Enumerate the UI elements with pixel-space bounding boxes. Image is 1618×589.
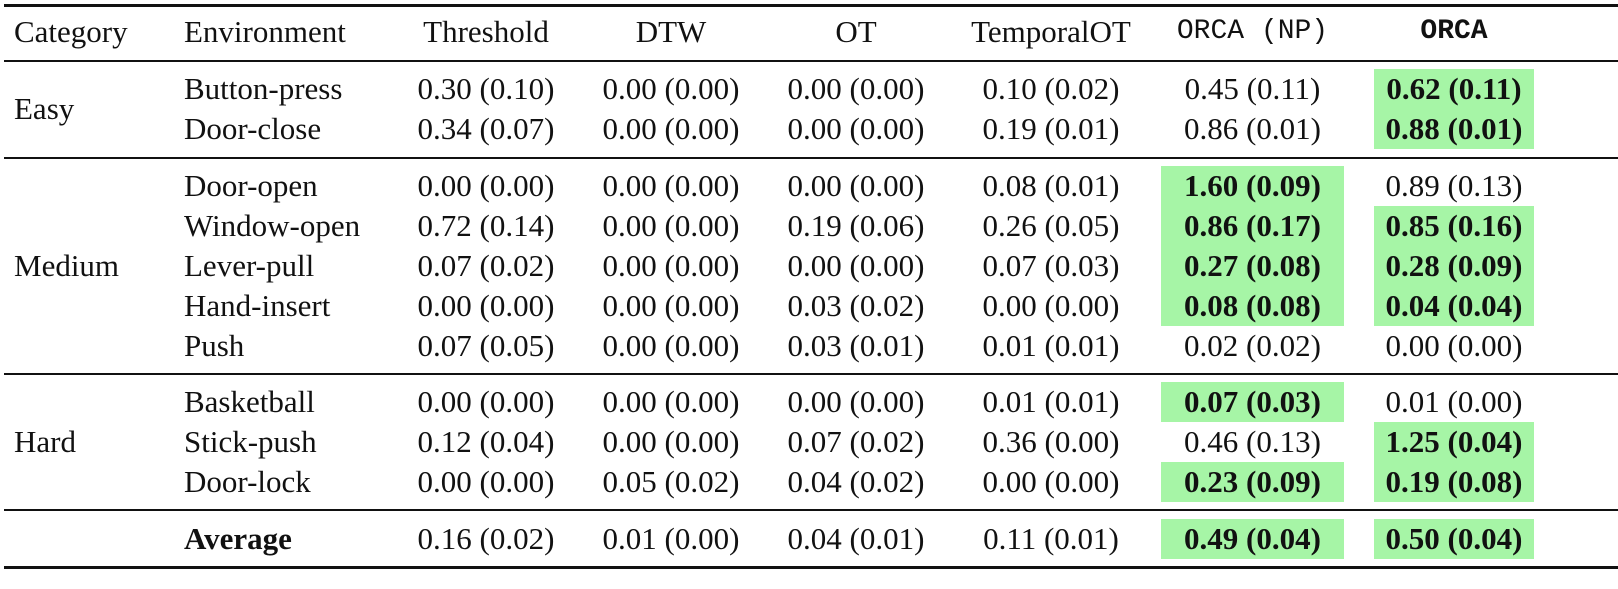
best-value-cell: 1.60 (0.09) — [1161, 166, 1344, 206]
value-cell: 0.08 (0.01) — [982, 168, 1120, 203]
value-cell: 0.45 (0.11) — [1184, 71, 1321, 106]
best-value-cell: 0.07 (0.03) — [1161, 382, 1344, 422]
header-cell: ORCA — [1420, 16, 1488, 47]
value-cell: 0.00 (0.00) — [602, 111, 740, 146]
value-cell: 0.00 (0.00) — [787, 248, 925, 283]
value-cell: 0.89 (0.13) — [1385, 168, 1523, 203]
value-cell: 0.03 (0.02) — [787, 288, 925, 323]
best-value-cell: 0.50 (0.04) — [1374, 519, 1534, 559]
value-cell: 0.00 (0.00) — [982, 288, 1120, 323]
environment-name: Push — [184, 328, 245, 363]
value-cell: 0.04 (0.01) — [787, 521, 925, 556]
header-cell: ORCA (NP) — [1176, 16, 1329, 47]
value-cell: 0.36 (0.00) — [982, 424, 1120, 459]
value-cell: 0.00 (0.00) — [602, 168, 740, 203]
value-cell: 0.00 (0.00) — [602, 384, 740, 419]
hard-group-rule — [4, 509, 1618, 511]
value-cell: 0.00 (0.00) — [417, 168, 555, 203]
value-cell: 0.01 (0.01) — [982, 328, 1120, 363]
environment-name: Stick-push — [184, 424, 317, 459]
value-cell: 0.00 (0.00) — [602, 288, 740, 323]
value-cell: 0.00 (0.00) — [602, 208, 740, 243]
best-value-cell: 0.49 (0.04) — [1161, 519, 1344, 559]
best-value-cell: 1.25 (0.04) — [1374, 422, 1534, 462]
value-cell: 0.00 (0.00) — [982, 464, 1120, 499]
value-cell: 0.07 (0.02) — [787, 424, 925, 459]
value-cell: 0.46 (0.13) — [1184, 424, 1321, 459]
header-cell: Category — [14, 14, 128, 49]
value-cell: 0.16 (0.02) — [417, 521, 555, 556]
value-cell: 0.00 (0.00) — [787, 71, 925, 106]
category-label: Hard — [14, 424, 76, 459]
value-cell: 0.10 (0.02) — [982, 71, 1120, 106]
environment-name: Button-press — [184, 71, 343, 106]
value-cell: 0.00 (0.00) — [787, 384, 925, 419]
environment-name: Basketball — [184, 384, 315, 419]
header-cell: DTW — [635, 14, 707, 49]
results-table: Category Environment Threshold DTW OT Tempora… — [4, 4, 1618, 584]
best-value-cell: 0.27 (0.08) — [1161, 246, 1344, 286]
best-value-cell: 0.23 (0.09) — [1161, 462, 1344, 502]
top-rule — [4, 4, 1618, 7]
value-cell: 0.04 (0.02) — [787, 464, 925, 499]
value-cell: 0.00 (0.00) — [417, 464, 555, 499]
value-cell: 0.00 (0.00) — [602, 328, 740, 363]
value-cell: 0.03 (0.01) — [787, 328, 925, 363]
best-value-cell: 0.08 (0.08) — [1161, 286, 1344, 326]
best-value-cell: 0.19 (0.08) — [1374, 462, 1534, 502]
average-label: Average — [184, 521, 292, 556]
value-cell: 0.00 (0.00) — [602, 424, 740, 459]
easy-group-rule — [4, 157, 1618, 159]
value-cell: 0.01 (0.00) — [1385, 384, 1523, 419]
value-cell: 0.19 (0.06) — [787, 208, 925, 243]
best-value-cell: 0.28 (0.09) — [1374, 246, 1534, 286]
value-cell: 0.00 (0.00) — [417, 288, 555, 323]
value-cell: 0.86 (0.01) — [1184, 111, 1321, 146]
best-value-cell: 0.86 (0.17) — [1161, 206, 1344, 246]
value-cell: 0.12 (0.04) — [417, 424, 555, 459]
header-cell: TemporalOT — [971, 14, 1131, 49]
value-cell: 0.00 (0.00) — [1385, 328, 1523, 363]
best-value-cell: 0.85 (0.16) — [1374, 206, 1534, 246]
value-cell: 0.07 (0.02) — [417, 248, 555, 283]
category-label: Easy — [14, 91, 75, 126]
value-cell: 0.11 (0.01) — [983, 521, 1119, 556]
environment-name: Door-close — [184, 111, 322, 146]
value-cell: 0.07 (0.03) — [982, 248, 1120, 283]
value-cell: 0.00 (0.00) — [602, 71, 740, 106]
value-cell: 0.07 (0.05) — [417, 328, 555, 363]
value-cell: 0.01 (0.00) — [602, 521, 740, 556]
value-cell: 0.05 (0.02) — [602, 464, 740, 499]
value-cell: 0.19 (0.01) — [982, 111, 1120, 146]
value-cell: 0.00 (0.00) — [787, 111, 925, 146]
header-cell: OT — [835, 14, 877, 49]
value-cell: 0.34 (0.07) — [417, 111, 555, 146]
value-cell: 0.72 (0.14) — [417, 208, 555, 243]
value-cell: 0.30 (0.10) — [417, 71, 555, 106]
value-cell: 0.00 (0.00) — [417, 384, 555, 419]
category-label: Medium — [14, 248, 120, 283]
value-cell: 0.00 (0.00) — [602, 248, 740, 283]
environment-name: Hand-insert — [184, 288, 331, 323]
value-cell: 0.01 (0.01) — [982, 384, 1120, 419]
header-cell: Environment — [184, 14, 346, 49]
environment-name: Window-open — [184, 208, 361, 243]
environment-name: Lever-pull — [184, 248, 315, 283]
environment-name: Door-lock — [184, 464, 311, 499]
best-value-cell: 0.88 (0.01) — [1374, 109, 1534, 149]
best-value-cell: 0.04 (0.04) — [1374, 286, 1534, 326]
value-cell: 0.00 (0.00) — [787, 168, 925, 203]
bottom-rule — [4, 566, 1618, 569]
environment-name: Door-open — [184, 168, 318, 203]
header-rule — [4, 60, 1618, 62]
value-cell: 0.02 (0.02) — [1184, 328, 1321, 363]
best-value-cell: 0.62 (0.11) — [1374, 69, 1534, 109]
value-cell: 0.26 (0.05) — [982, 208, 1120, 243]
header-cell: Threshold — [423, 14, 549, 49]
medium-group-rule — [4, 373, 1618, 375]
